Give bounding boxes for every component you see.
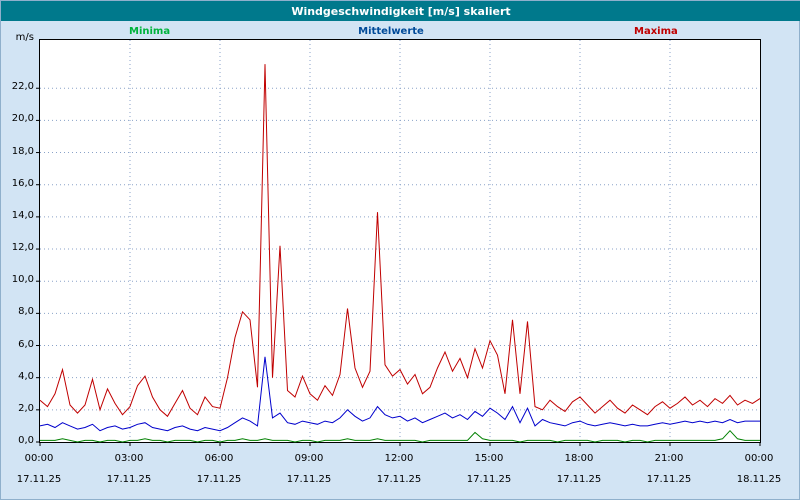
x-tick-time-label: 00:00 xyxy=(24,453,54,464)
x-tick-date-label: 17.11.25 xyxy=(466,474,512,485)
chart-plot-area xyxy=(36,39,761,446)
y-tick-label: 8,0 xyxy=(18,306,34,318)
legend-mittelwerte-label: Mittelwerte xyxy=(358,26,424,37)
window-title: Windgeschwindigkeit [m/s] skaliert xyxy=(291,4,511,18)
x-tick-date-label: 17.11.25 xyxy=(106,474,152,485)
legend-minima-label: Minima xyxy=(129,26,171,37)
y-tick-label: 16,0 xyxy=(11,177,34,189)
x-tick-date-label: 17.11.25 xyxy=(556,474,602,485)
y-tick-label: 20,0 xyxy=(11,113,34,125)
y-tick-label: 4,0 xyxy=(18,370,34,382)
window-title-bar: Windgeschwindigkeit [m/s] skaliert xyxy=(1,1,800,21)
y-tick-label: 14,0 xyxy=(11,209,34,221)
y-tick-label: 2,0 xyxy=(18,402,34,414)
x-tick-time-label: 03:00 xyxy=(114,453,144,464)
x-tick-time-label: 12:00 xyxy=(384,453,414,464)
y-tick-label: 6,0 xyxy=(18,338,34,350)
x-tick-time-label: 09:00 xyxy=(294,453,324,464)
y-tick-label: 0,0 xyxy=(18,435,34,446)
legend-maxima-label: Maxima xyxy=(634,26,678,37)
x-tick-date-label: 17.11.25 xyxy=(16,474,62,485)
series-line-minima xyxy=(40,429,760,443)
chart-canvas xyxy=(36,40,761,446)
series-line-maxima xyxy=(39,64,761,418)
x-tick-date-label: 17.11.25 xyxy=(196,474,242,485)
x-tick-time-label: 18:00 xyxy=(564,453,594,464)
y-axis-unit-label: m/s xyxy=(15,32,34,43)
x-tick-date-label: 18.11.25 xyxy=(736,474,782,485)
x-tick-date-label: 17.11.25 xyxy=(286,474,332,485)
x-tick-time-label: 15:00 xyxy=(474,453,504,464)
x-tick-time-label: 06:00 xyxy=(204,453,234,464)
y-tick-label: 18,0 xyxy=(11,145,34,157)
y-tick-label: 12,0 xyxy=(11,242,34,254)
x-tick-time-label: 00:00 xyxy=(744,453,774,464)
y-tick-label: 10,0 xyxy=(11,274,34,286)
y-tick-label: 22,0 xyxy=(11,81,34,93)
x-tick-time-label: 21:00 xyxy=(654,453,684,464)
series-line-mittelwerte xyxy=(39,356,760,432)
x-tick-date-label: 17.11.25 xyxy=(376,474,422,485)
x-tick-date-label: 17.11.25 xyxy=(646,474,692,485)
